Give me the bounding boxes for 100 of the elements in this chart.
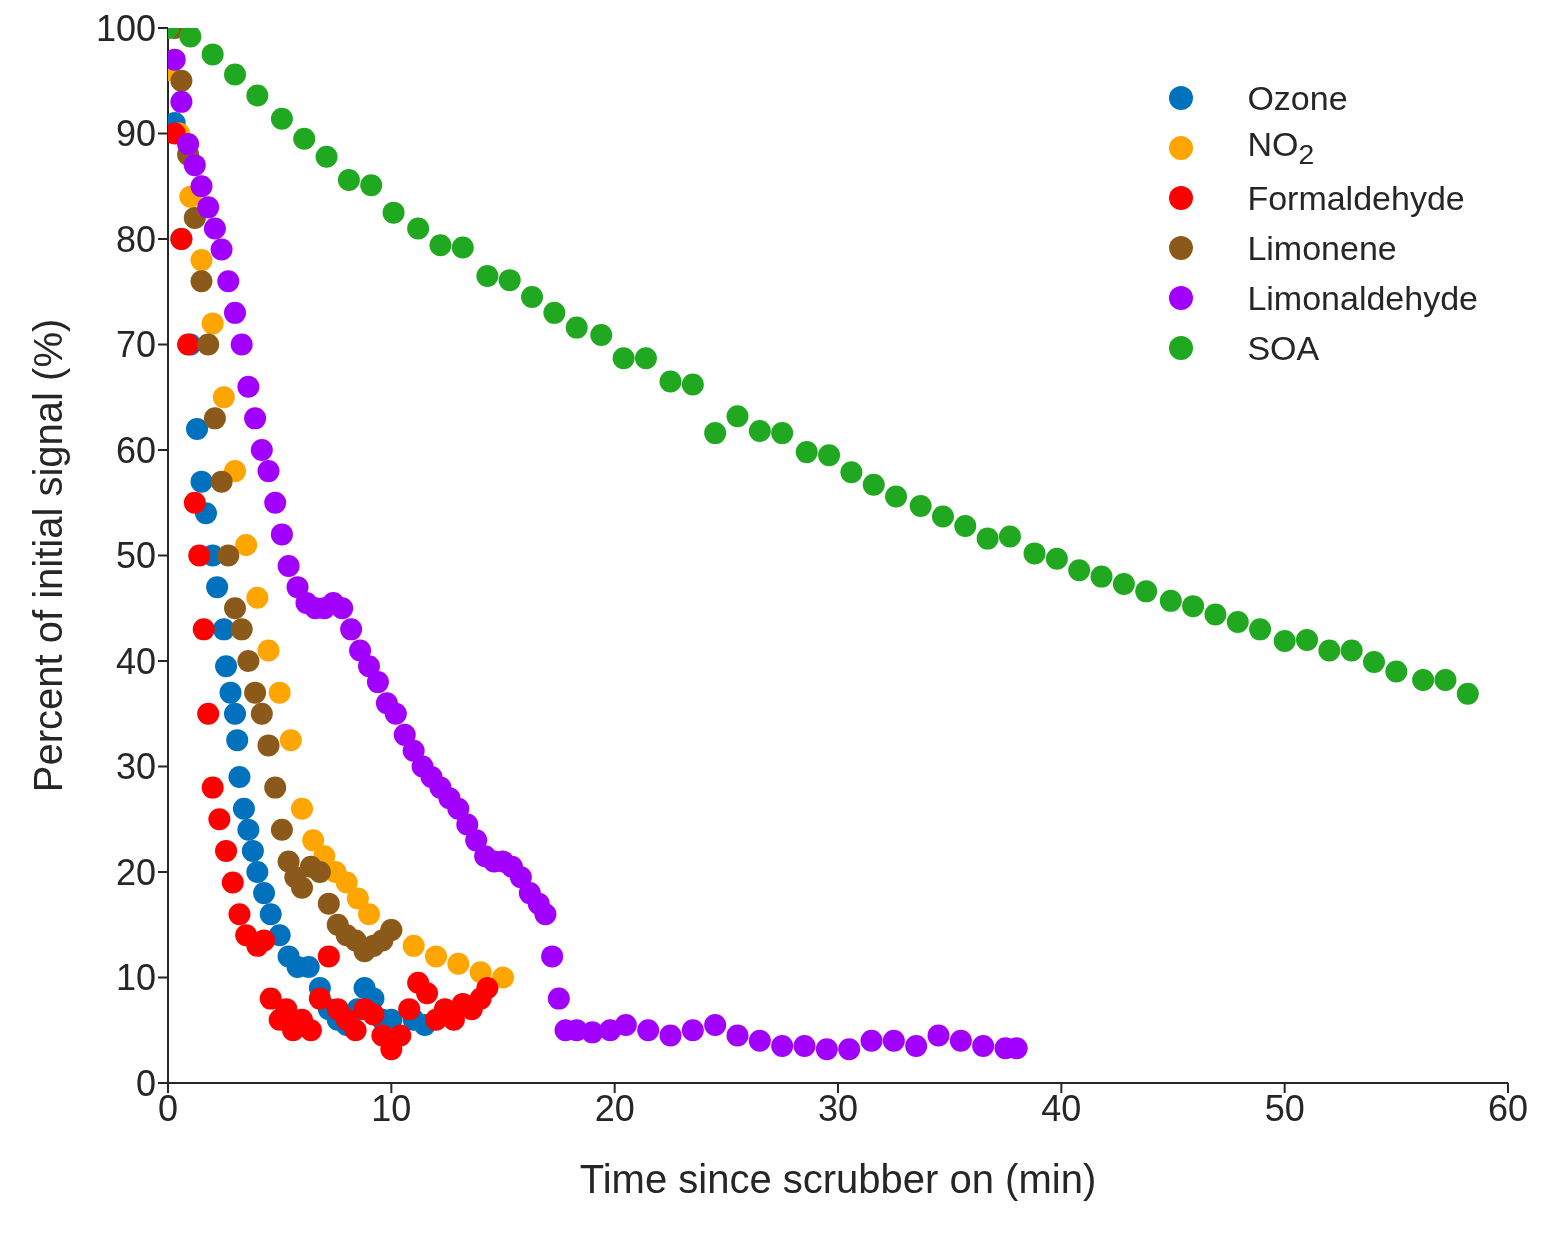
y-tick-label: 50 <box>115 535 156 577</box>
legend-label: Ozone <box>1247 78 1348 117</box>
point <box>201 43 224 66</box>
point <box>219 681 242 704</box>
point <box>659 370 682 393</box>
point <box>998 525 1021 548</box>
point <box>212 386 235 409</box>
point <box>308 861 331 883</box>
point <box>241 839 264 862</box>
point <box>217 544 240 567</box>
point <box>1340 639 1363 662</box>
point <box>224 63 246 86</box>
point <box>224 702 246 725</box>
point <box>748 420 771 443</box>
point <box>429 234 452 257</box>
point <box>543 301 566 324</box>
point <box>840 461 863 484</box>
point <box>299 1019 322 1042</box>
y-tick-label: 40 <box>115 640 156 682</box>
point <box>257 639 280 662</box>
point <box>291 797 313 820</box>
point <box>201 776 224 799</box>
point <box>885 485 908 508</box>
point <box>250 702 273 725</box>
point <box>862 473 885 496</box>
point <box>1363 651 1385 674</box>
point <box>1112 572 1135 595</box>
point <box>308 987 331 1010</box>
point <box>192 618 215 641</box>
point <box>259 903 282 926</box>
point <box>954 514 977 537</box>
point <box>476 977 499 1000</box>
point <box>1182 595 1205 618</box>
point <box>210 470 233 493</box>
point <box>771 422 794 445</box>
point <box>237 818 260 841</box>
point <box>170 69 193 92</box>
point <box>221 871 244 894</box>
point <box>1226 610 1249 633</box>
point <box>190 249 213 272</box>
legend-label: Limonaldehyde <box>1247 278 1478 317</box>
point <box>197 702 220 725</box>
point <box>565 316 588 339</box>
point <box>362 1003 385 1026</box>
point <box>253 882 276 905</box>
point <box>416 982 439 1005</box>
point <box>1385 660 1408 683</box>
y-tick-label: 90 <box>115 113 156 155</box>
point <box>344 1019 367 1042</box>
legend-label: Formaldehyde <box>1247 178 1465 217</box>
x-tick-label: 20 <box>594 1087 635 1129</box>
point <box>197 333 220 356</box>
y-tick-label: 20 <box>115 851 156 893</box>
point <box>1296 628 1318 651</box>
point <box>315 145 338 168</box>
point <box>253 929 276 952</box>
x-tick-label: 40 <box>1041 1087 1082 1129</box>
point <box>230 618 253 641</box>
point <box>1434 668 1457 691</box>
point <box>1318 639 1341 662</box>
y-tick-label: 100 <box>95 7 156 49</box>
point <box>259 987 282 1010</box>
point <box>402 934 425 957</box>
point <box>407 217 430 240</box>
point <box>590 324 613 347</box>
point <box>257 734 280 757</box>
point <box>358 903 380 926</box>
point <box>498 269 521 292</box>
point <box>398 998 421 1021</box>
point <box>270 818 293 841</box>
point <box>228 766 251 789</box>
point <box>317 945 340 968</box>
point <box>909 494 932 517</box>
point <box>1273 629 1296 652</box>
y-tick-label: 80 <box>115 218 156 260</box>
point <box>795 441 818 464</box>
point <box>190 470 213 493</box>
point <box>270 107 293 130</box>
point <box>215 655 238 678</box>
point <box>302 829 325 852</box>
point <box>186 417 209 440</box>
x-tick-label: 60 <box>1487 1087 1529 1129</box>
point <box>976 527 999 550</box>
point <box>279 729 302 752</box>
point <box>1090 565 1113 588</box>
point <box>335 871 358 894</box>
point <box>179 28 202 48</box>
point <box>492 966 514 989</box>
point <box>1412 668 1435 691</box>
x-axis-title: Time since scrubber on (min) <box>579 1157 1097 1201</box>
point <box>451 236 474 259</box>
point <box>476 264 499 287</box>
point <box>246 586 269 609</box>
point <box>612 347 635 370</box>
point <box>244 681 267 704</box>
point <box>188 544 211 567</box>
point <box>228 903 251 926</box>
y-axis-title: Percent of initial signal (%) <box>26 318 71 793</box>
point <box>264 776 287 799</box>
point <box>931 505 954 528</box>
